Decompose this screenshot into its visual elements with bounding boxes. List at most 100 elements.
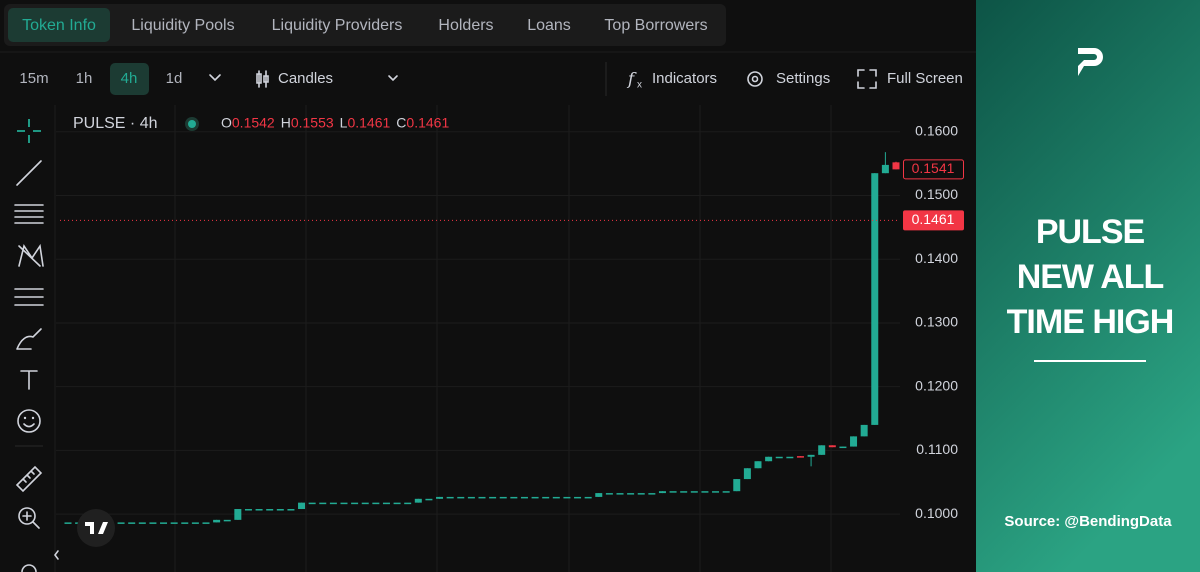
- y-tick-label: 0.1300: [915, 314, 958, 330]
- banner: [976, 0, 1200, 572]
- candle-body: [160, 522, 168, 524]
- prediction-tool[interactable]: [14, 288, 44, 306]
- interval[interactable]: 1h: [76, 70, 93, 87]
- drawing-tools: [14, 119, 59, 572]
- candle-body: [531, 496, 539, 499]
- fib-tool[interactable]: [14, 204, 44, 224]
- svg-text:x: x: [637, 80, 642, 91]
- y-tick-label: 0.1500: [915, 186, 958, 202]
- candle-body: [255, 509, 263, 511]
- candle-body: [850, 436, 858, 447]
- zoom-tool[interactable]: [18, 507, 40, 529]
- tab[interactable]: Liquidity Providers: [272, 17, 403, 34]
- candle-body: [733, 479, 741, 492]
- candle-body: [542, 496, 550, 499]
- crosshair-tool[interactable]: [17, 119, 41, 143]
- candle-body: [584, 496, 592, 499]
- interval[interactable]: 1d: [166, 70, 183, 87]
- headline: NEW ALL: [1017, 258, 1164, 296]
- style-dropdown[interactable]: [388, 75, 398, 82]
- candle-body: [680, 491, 688, 493]
- tab[interactable]: Top Borrowers: [604, 17, 707, 34]
- candle-body: [213, 519, 221, 523]
- settings-icon[interactable]: [747, 71, 763, 87]
- tab[interactable]: Holders: [438, 17, 493, 34]
- candle-body: [234, 509, 242, 520]
- candle-body: [372, 502, 380, 505]
- active-tab-bg: [8, 8, 110, 42]
- candle-body: [457, 496, 465, 499]
- app-bg: [0, 0, 976, 572]
- y-tick-label: 0.1000: [915, 505, 958, 521]
- candle-body: [510, 496, 518, 499]
- marker-price-box: [903, 159, 964, 180]
- candle-body: [881, 164, 889, 174]
- status-dot: [188, 120, 196, 128]
- candle-body: [382, 502, 390, 505]
- candle-body: [329, 502, 337, 505]
- text-tool[interactable]: [20, 370, 38, 390]
- ohlc-key: C: [396, 115, 406, 131]
- candle-body: [117, 522, 125, 524]
- candles-icon[interactable]: [256, 70, 269, 88]
- candle-body: [414, 498, 422, 503]
- candle-body: [765, 456, 773, 462]
- ohlc-value: 0.1553: [291, 115, 334, 131]
- vertical-grid: [174, 105, 832, 572]
- ruler-tool[interactable]: [15, 465, 43, 493]
- candle-body: [64, 522, 72, 524]
- candle-body: [191, 522, 199, 524]
- candle-body: [786, 456, 794, 459]
- candle-body: [828, 445, 836, 448]
- tv-logo: [77, 509, 115, 547]
- candle-body: [701, 491, 709, 493]
- candle-body: [128, 522, 136, 524]
- candle-body: [595, 493, 603, 497]
- candle-body: [712, 491, 720, 493]
- candle-body: [627, 493, 635, 495]
- candle-body: [574, 496, 582, 499]
- tab[interactable]: Token Info: [22, 17, 96, 34]
- candle-body: [807, 454, 815, 457]
- candle-body: [244, 509, 252, 511]
- fullscreen-icon[interactable]: [857, 69, 877, 89]
- candle-body: [499, 496, 507, 499]
- candle-body: [425, 498, 433, 501]
- candle-body: [393, 502, 401, 505]
- more-tool[interactable]: [21, 564, 37, 572]
- ohlc-key: O: [221, 115, 232, 131]
- candle-body: [446, 496, 454, 499]
- candle-body: [892, 162, 900, 170]
- toolbar-action[interactable]: Full Screen: [887, 70, 963, 87]
- candle-body: [605, 493, 613, 495]
- trend-line-tool[interactable]: [16, 160, 42, 186]
- candle-body: [478, 496, 486, 499]
- brush-tool[interactable]: [16, 328, 42, 350]
- candle-body: [616, 493, 624, 495]
- source: Source: @BendingData: [1004, 513, 1172, 530]
- collapse-toggle[interactable]: [54, 550, 59, 560]
- toolbar-action[interactable]: Indicators: [652, 70, 717, 87]
- interval[interactable]: 4h: [121, 70, 138, 87]
- candle-body: [818, 445, 826, 455]
- logo: [1078, 48, 1103, 76]
- interval[interactable]: 15m: [19, 70, 48, 87]
- chart-style[interactable]: Candles: [278, 70, 333, 87]
- candle-body: [658, 491, 666, 494]
- pattern-tool[interactable]: [18, 243, 44, 267]
- headline: TIME HIGH: [1007, 303, 1174, 341]
- toolbar-action[interactable]: Settings: [776, 70, 830, 87]
- interval-dropdown[interactable]: [209, 74, 221, 82]
- candle-body: [796, 456, 804, 458]
- tab[interactable]: Loans: [527, 17, 571, 34]
- emoji-tool[interactable]: [17, 409, 41, 433]
- tab[interactable]: Liquidity Pools: [131, 17, 234, 34]
- candle-body: [404, 502, 412, 505]
- candle-body: [351, 502, 359, 505]
- y-tick-label: 0.1100: [916, 441, 958, 457]
- candle-body: [860, 424, 868, 437]
- ohlc-value: 0.1461: [406, 115, 449, 131]
